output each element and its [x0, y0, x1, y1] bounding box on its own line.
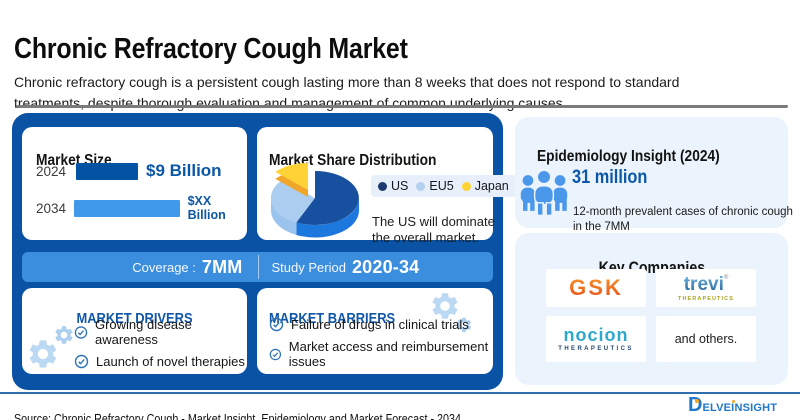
bar-2034	[74, 199, 180, 217]
check-circle-icon	[269, 317, 284, 332]
us-legend-dot	[378, 181, 387, 191]
pie-chart	[270, 162, 360, 238]
coverage-strip: Coverage : 7MM Study Period 2020-34	[22, 252, 493, 282]
company-logo-grid: GSK trevi® THERAPEUTICS nocion THERAPEUT…	[546, 269, 756, 362]
barrier-item: Failure of drugs in clinical trials	[269, 317, 493, 332]
barriers-list: Failure of drugs in clinical trials Mark…	[269, 317, 493, 369]
year-label: 2034	[36, 200, 67, 216]
market-overview-panel: Market Size 2024 $9 Billion 2034 $XX Bil…	[12, 113, 516, 390]
study-period-value: 2020-34	[351, 256, 420, 277]
gear-icon	[29, 340, 57, 368]
nocion-logo: nocion THERAPEUTICS	[546, 316, 646, 362]
brand-i-dot: I	[731, 402, 735, 414]
gear-icon	[432, 293, 458, 319]
epidemiology-title: Epidemiology Insight (2024)	[537, 148, 720, 165]
gsk-logo: GSK	[546, 269, 646, 307]
and-others-tile: and others.	[656, 316, 756, 362]
value-2034: $XX Billion	[187, 194, 226, 222]
key-companies-card: Key Companies GSK trevi® THERAPEUTICS no…	[515, 233, 788, 385]
brand-d-icon: D	[688, 394, 703, 416]
legend-item-eu5: EU5	[416, 179, 454, 193]
coverage-value: 7MM	[201, 256, 243, 277]
market-drivers-card: MARKET DRIVERS Growing disease awareness…	[22, 288, 247, 374]
driver-item: Launch of novel therapies	[74, 354, 247, 369]
driver-item: Growing disease awareness	[74, 317, 247, 347]
market-barriers-title: MARKET BARRIERS	[269, 310, 396, 327]
legend-item-us: US	[378, 179, 408, 193]
market-size-row-2024: 2024 $9 Billion	[36, 161, 222, 181]
market-size-card: Market Size 2024 $9 Billion 2034 $XX Bil…	[22, 127, 247, 240]
coverage-cell: Coverage : 7MM	[22, 257, 258, 278]
value-2024: $9 Billion	[146, 161, 222, 180]
market-size-row-2034: 2034 $XX Billion	[36, 194, 247, 222]
registered-mark: ®	[723, 274, 729, 281]
check-circle-icon	[74, 325, 88, 339]
footer-divider	[0, 392, 800, 394]
bar-2024	[76, 162, 138, 180]
study-period-label: Study Period	[271, 259, 346, 275]
strip-divider	[257, 255, 259, 279]
gears-decoration	[26, 324, 86, 370]
market-share-title: Market Share Distribution	[269, 152, 437, 169]
year-label: 2024	[36, 163, 67, 179]
prevalence-description: 12-month prevalent cases of chronic coug…	[573, 205, 793, 234]
brand-wordmark: ELVEINSIGHT	[702, 402, 778, 414]
page-title: Chronic Refractory Cough Market	[14, 33, 472, 66]
gear-icon	[55, 326, 73, 344]
study-period-cell: Study Period 2020-34	[258, 257, 494, 278]
pie-legend: US EU5 Japan	[371, 175, 516, 197]
barrier-item: Market access and reimbursement issues	[269, 339, 493, 369]
check-circle-icon	[269, 348, 282, 360]
market-share-card: Market Share Distribution US EU5	[257, 127, 516, 245]
delveinsight-logo: D ELVEINSIGHT	[688, 395, 777, 415]
market-drivers-title: MARKET DRIVERS	[76, 310, 193, 327]
check-circle-icon	[74, 354, 89, 369]
prevalence-stat: 31 million	[572, 167, 648, 188]
people-icon	[520, 169, 568, 217]
gear-icon	[456, 317, 472, 333]
legend-item-japan: Japan	[461, 179, 509, 193]
drivers-list: Growing disease awareness Launch of nove…	[74, 317, 247, 369]
japan-legend-dot	[461, 181, 471, 191]
eu5-legend-dot	[416, 181, 426, 191]
market-share-note: The US will dominate the overall market.	[372, 214, 495, 246]
page-title-text: Chronic Refractory Cough Market	[14, 33, 408, 66]
epidemiology-card: Epidemiology Insight (2024) 31 million 1…	[515, 117, 793, 233]
coverage-label: Coverage :	[132, 259, 196, 275]
market-barriers-card: MARKET BARRIERS Failure of drugs in clin…	[257, 288, 493, 374]
source-text: Source: Chronic Refractory Cough - Marke…	[14, 411, 461, 420]
trevi-logo: trevi® THERAPEUTICS	[656, 269, 756, 307]
header-divider	[16, 105, 788, 108]
gears-decoration	[427, 290, 487, 340]
